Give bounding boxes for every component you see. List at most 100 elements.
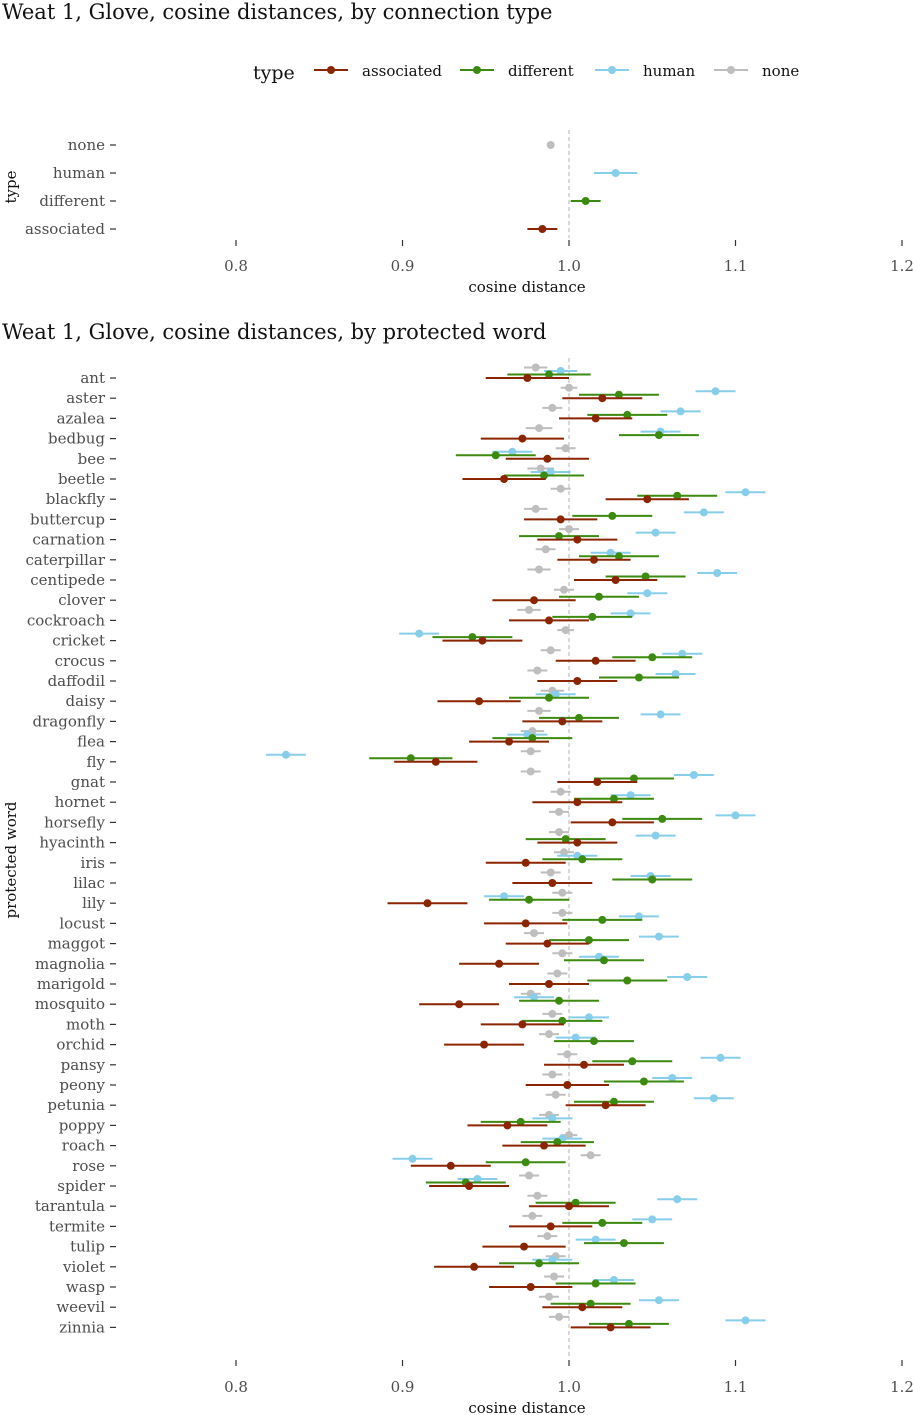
series-different-point	[581, 197, 590, 205]
y-tick-label: hornet	[55, 793, 105, 811]
chart-by-protected-word: Weat 1, Glove, cosine distances, by prot…	[2, 320, 913, 1415]
lilac-none-point	[546, 868, 555, 877]
termite-different-point	[598, 1218, 607, 1227]
y-tick-label: beetle	[58, 470, 105, 488]
mosquito-human-point	[530, 993, 539, 1002]
carnation-different-point	[555, 532, 564, 541]
lilac-different-point	[648, 875, 657, 884]
cricket-none-point	[561, 626, 570, 635]
x-axis-label: cosine distance	[468, 278, 585, 296]
fly-associated-point	[431, 757, 440, 766]
peony-different-point	[639, 1077, 648, 1086]
crocus-human-point	[678, 649, 687, 658]
rose-associated-point	[446, 1161, 455, 1170]
dragonfly-none-point	[535, 706, 544, 715]
gnat-none-point	[526, 767, 535, 776]
marigold-human-point	[683, 973, 692, 981]
daisy-human-point	[551, 690, 560, 699]
y-tick-label: tulip	[70, 1238, 105, 1256]
caterpillar-associated-point	[589, 555, 598, 564]
legend-label-different: different	[508, 62, 574, 80]
gnat-human-point	[689, 771, 698, 779]
ant-none-point	[531, 363, 540, 372]
y-tick-label: lilac	[73, 874, 105, 892]
cricket-associated-point	[478, 636, 487, 645]
y-tick-label: fly	[87, 753, 106, 771]
y-tick-label: magnolia	[35, 955, 105, 973]
legend-key-human-point	[608, 66, 616, 74]
x-tick-label: 0.9	[391, 257, 415, 275]
legend-label-none: none	[762, 62, 799, 80]
fly-none-point	[526, 747, 535, 756]
cockroach-human-point	[626, 609, 635, 618]
series-human-point	[611, 169, 620, 177]
y-tick-label: iris	[81, 854, 105, 872]
y-tick-label: spider	[57, 1177, 106, 1195]
lily-human-point	[500, 892, 509, 901]
y-tick-label: tarantula	[35, 1197, 105, 1215]
peony-human-point	[668, 1074, 677, 1082]
magnolia-different-point	[599, 956, 608, 965]
poppy-associated-point	[503, 1121, 512, 1130]
clover-none-point	[560, 585, 569, 594]
carnation-associated-point	[573, 535, 582, 544]
tarantula-human-point	[673, 1195, 682, 1204]
maggot-none-point	[530, 929, 539, 938]
y-axis-label: protected word	[2, 801, 20, 918]
lily-different-point	[525, 895, 534, 904]
x-tick-label: 1.1	[724, 1378, 748, 1396]
hornet-none-point	[556, 787, 565, 796]
blackfly-none-point	[556, 484, 565, 493]
x-tick-label: 0.8	[224, 257, 248, 275]
ant-human-point	[556, 367, 565, 375]
y-tick-label: pansy	[61, 1056, 106, 1074]
centipede-none-point	[535, 565, 544, 574]
bee-human-point	[508, 447, 517, 456]
horsefly-associated-point	[608, 818, 617, 827]
petunia-different-point	[609, 1097, 618, 1106]
azalea-human-point	[676, 407, 685, 416]
daisy-different-point	[545, 693, 554, 702]
y-tick-label: human	[53, 164, 105, 182]
y-tick-label: wasp	[66, 1278, 105, 1296]
y-tick-label: crocus	[55, 652, 105, 670]
locust-none-point	[558, 908, 567, 917]
marigold-associated-point	[545, 980, 554, 988]
centipede-associated-point	[611, 576, 620, 584]
y-tick-label: daisy	[65, 692, 105, 710]
caterpillar-human-point	[606, 548, 615, 557]
y-tick-label: cockroach	[27, 611, 105, 629]
y-tick-label: aster	[66, 389, 106, 407]
legend-label-human: human	[643, 62, 695, 80]
horsefly-different-point	[658, 814, 667, 823]
cockroach-none-point	[525, 605, 534, 614]
y-tick-label: poppy	[59, 1116, 106, 1134]
y-tick-label: moth	[66, 1015, 105, 1033]
peony-none-point	[548, 1070, 557, 1079]
x-tick-label: 1.0	[557, 257, 581, 275]
flea-different-point	[528, 734, 537, 743]
flea-associated-point	[505, 737, 514, 746]
y-tick-label: maggot	[48, 935, 105, 953]
wasp-associated-point	[526, 1283, 535, 1291]
bedbug-none-point	[535, 424, 544, 433]
legend-key-none-point	[727, 66, 735, 74]
peony-associated-point	[563, 1081, 572, 1089]
moth-none-point	[548, 1009, 557, 1018]
cockroach-associated-point	[545, 616, 554, 625]
weevil-different-point	[586, 1299, 595, 1308]
petunia-none-point	[551, 1090, 560, 1099]
x-axis-label: cosine distance	[468, 1399, 585, 1415]
maggot-human-point	[654, 932, 663, 941]
violet-different-point	[535, 1259, 544, 1268]
beetle-different-point	[540, 471, 549, 480]
poppy-different-point	[516, 1117, 525, 1126]
centipede-human-point	[713, 569, 722, 577]
horsefly-human-point	[731, 811, 740, 820]
blackfly-associated-point	[643, 495, 652, 504]
fly-human-point	[281, 750, 290, 759]
y-tick-label: locust	[59, 914, 105, 932]
blackfly-human-point	[741, 488, 750, 497]
aster-human-point	[711, 387, 720, 396]
orchid-different-point	[589, 1037, 598, 1046]
